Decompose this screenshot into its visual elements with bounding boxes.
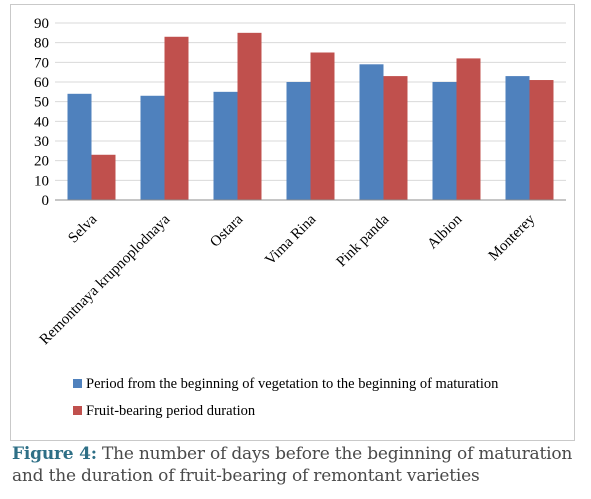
y-tick-label: 20 — [34, 154, 49, 170]
bar-fruit-bearing — [310, 52, 335, 200]
x-category-label: Ostara — [207, 211, 246, 250]
y-tick-label: 40 — [34, 114, 49, 130]
bar-fruit-bearing — [383, 76, 408, 200]
x-category-label: Vima Rina — [262, 211, 319, 268]
legend-swatch — [73, 379, 82, 388]
bar-fruit-bearing — [164, 36, 189, 201]
bars — [67, 32, 554, 201]
x-category-label: Albion — [425, 211, 466, 252]
bar-period — [505, 76, 530, 200]
bar-period — [359, 64, 384, 200]
legend-entry: Period from the beginning of vegetation … — [86, 376, 499, 392]
y-tick-label: 90 — [34, 16, 49, 32]
bar-fruit-bearing — [91, 154, 116, 200]
y-tick-label: 10 — [34, 173, 49, 189]
legend-swatch — [73, 406, 82, 415]
bar-period — [213, 91, 238, 200]
bar-period — [432, 82, 457, 200]
bar-fruit-bearing — [529, 80, 554, 200]
bar-fruit-bearing — [237, 32, 262, 200]
bar-period — [286, 82, 311, 200]
bar-fruit-bearing — [456, 58, 481, 201]
figure-caption: Figure 4: The number of days before the … — [12, 443, 587, 487]
y-axis-ticks: 0 10 20 30 40 50 60 70 80 90 — [34, 16, 49, 209]
bar-period — [67, 93, 92, 200]
caption-label: Figure 4: — [12, 444, 97, 464]
y-tick-label: 70 — [34, 55, 49, 71]
y-tick-label: 50 — [34, 95, 49, 111]
y-tick-label: 80 — [34, 36, 49, 52]
x-category-label: Selva — [65, 211, 100, 246]
y-tick-label: 0 — [42, 193, 50, 209]
x-category-label: Monterey — [486, 211, 539, 264]
x-category-label: Pink panda — [334, 211, 393, 270]
legend: Period from the beginning of vegetation … — [73, 376, 499, 419]
chart-frame: 0 10 20 30 40 50 60 70 80 90 Selva Remontnaya krup… — [10, 4, 575, 441]
y-tick-label: 30 — [34, 134, 49, 150]
legend-entry: Fruit-bearing period duration — [86, 403, 256, 419]
x-category-label: Remontnaya krupnoplodnaya — [37, 211, 174, 348]
bar-period — [140, 95, 165, 200]
caption-text: The number of days before the beginning … — [12, 444, 573, 486]
y-tick-label: 60 — [34, 75, 49, 91]
